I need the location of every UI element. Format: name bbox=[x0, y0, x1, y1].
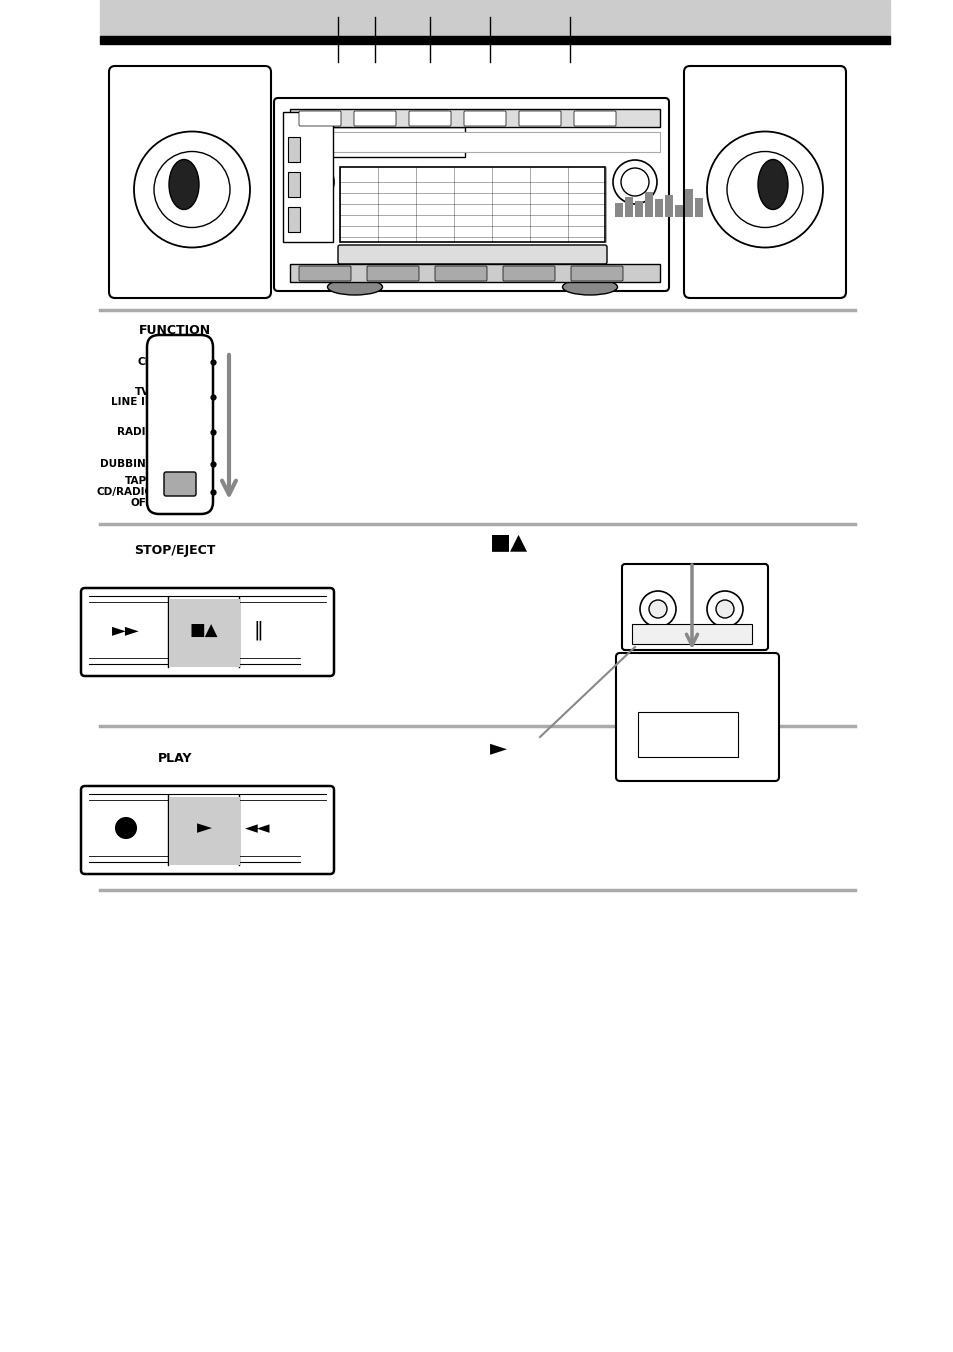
FancyBboxPatch shape bbox=[147, 335, 213, 514]
Circle shape bbox=[706, 591, 742, 627]
Text: DUBBING: DUBBING bbox=[100, 458, 153, 469]
Text: ■▲: ■▲ bbox=[190, 621, 218, 639]
Ellipse shape bbox=[562, 279, 617, 295]
FancyBboxPatch shape bbox=[354, 111, 395, 126]
FancyBboxPatch shape bbox=[109, 66, 271, 297]
FancyBboxPatch shape bbox=[435, 266, 486, 281]
Text: TV/
LINE IN: TV/ LINE IN bbox=[112, 387, 153, 407]
FancyBboxPatch shape bbox=[621, 564, 767, 650]
Text: RADIO: RADIO bbox=[116, 427, 153, 437]
Circle shape bbox=[133, 131, 250, 247]
FancyBboxPatch shape bbox=[367, 266, 418, 281]
FancyBboxPatch shape bbox=[298, 266, 351, 281]
FancyBboxPatch shape bbox=[164, 472, 195, 496]
Bar bbox=[169, 796, 240, 865]
Bar bbox=[100, 37, 889, 45]
FancyBboxPatch shape bbox=[337, 245, 606, 264]
FancyBboxPatch shape bbox=[683, 66, 845, 297]
Bar bbox=[635, 201, 642, 218]
FancyBboxPatch shape bbox=[409, 111, 451, 126]
Bar bbox=[664, 195, 672, 218]
Circle shape bbox=[716, 600, 733, 618]
Circle shape bbox=[153, 151, 230, 227]
FancyBboxPatch shape bbox=[502, 266, 555, 281]
Circle shape bbox=[648, 600, 666, 618]
Bar bbox=[631, 625, 751, 644]
FancyBboxPatch shape bbox=[571, 266, 622, 281]
Circle shape bbox=[297, 168, 326, 196]
Bar bbox=[695, 197, 702, 218]
Circle shape bbox=[620, 168, 648, 196]
Text: ►►: ►► bbox=[112, 621, 140, 639]
Bar bbox=[288, 207, 299, 233]
Bar bbox=[684, 189, 692, 218]
Bar bbox=[675, 206, 682, 218]
FancyBboxPatch shape bbox=[463, 111, 505, 126]
Text: CD: CD bbox=[137, 357, 153, 366]
FancyBboxPatch shape bbox=[616, 653, 779, 781]
FancyBboxPatch shape bbox=[81, 588, 334, 676]
Bar bbox=[288, 172, 299, 197]
Circle shape bbox=[613, 160, 657, 204]
Circle shape bbox=[706, 131, 822, 247]
Bar bbox=[615, 203, 622, 218]
Circle shape bbox=[726, 151, 802, 227]
Ellipse shape bbox=[758, 160, 787, 210]
Bar bbox=[100, 0, 889, 37]
Bar bbox=[283, 112, 333, 242]
Bar bbox=[290, 110, 659, 127]
Text: ◄◄: ◄◄ bbox=[245, 819, 271, 837]
Circle shape bbox=[639, 591, 676, 627]
Bar bbox=[169, 599, 240, 667]
Text: PLAY: PLAY bbox=[157, 752, 193, 765]
FancyBboxPatch shape bbox=[274, 97, 668, 291]
Text: ►: ► bbox=[196, 818, 212, 837]
Bar bbox=[290, 132, 659, 151]
Text: ►: ► bbox=[490, 738, 507, 758]
Bar bbox=[288, 137, 299, 162]
FancyBboxPatch shape bbox=[81, 786, 334, 873]
FancyBboxPatch shape bbox=[574, 111, 616, 126]
Circle shape bbox=[290, 160, 334, 204]
Text: TAPE
CD/RADIO
OFF: TAPE CD/RADIO OFF bbox=[96, 476, 153, 508]
Bar bbox=[339, 168, 604, 242]
Bar bbox=[290, 264, 659, 283]
Bar bbox=[655, 199, 662, 218]
Bar bbox=[638, 713, 738, 757]
FancyBboxPatch shape bbox=[298, 111, 340, 126]
Ellipse shape bbox=[169, 160, 199, 210]
Circle shape bbox=[116, 818, 136, 838]
Text: FUNCTION: FUNCTION bbox=[139, 324, 211, 337]
Text: ■▲: ■▲ bbox=[490, 531, 528, 552]
FancyBboxPatch shape bbox=[518, 111, 560, 126]
Bar bbox=[330, 127, 464, 157]
Ellipse shape bbox=[327, 279, 382, 295]
Text: ‖: ‖ bbox=[253, 621, 263, 639]
Bar bbox=[644, 192, 652, 218]
Bar bbox=[624, 197, 633, 218]
Text: STOP/EJECT: STOP/EJECT bbox=[134, 544, 215, 557]
